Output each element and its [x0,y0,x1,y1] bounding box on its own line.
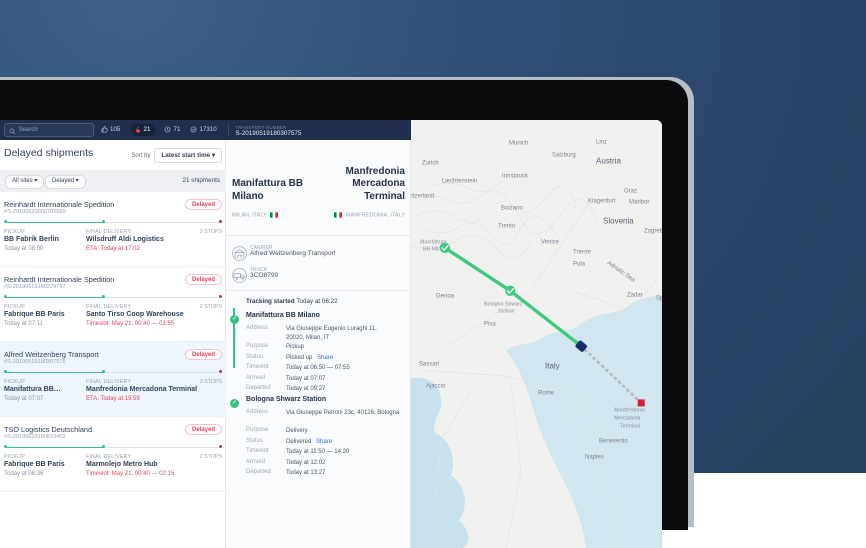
svg-text:Innsbruck: Innsbruck [502,173,529,179]
svg-text:Slovenia: Slovenia [603,216,634,225]
svg-text:Sassari: Sassari [419,361,439,367]
svg-text:Graz: Graz [624,188,637,194]
svg-text:Pisa: Pisa [484,321,496,327]
svg-text:Benevento: Benevento [599,438,628,444]
svg-text:Bologna Shwarz: Bologna Shwarz [484,301,523,307]
svg-text:Maribor: Maribor [629,199,649,205]
svg-text:Split: Split [656,295,662,301]
svg-text:Austria: Austria [596,156,621,165]
svg-text:Trento: Trento [498,223,516,229]
svg-text:Rome: Rome [538,390,555,396]
svg-text:Munich: Munich [509,140,528,146]
svg-text:Switzerland: Switzerland [411,193,434,199]
svg-text:Station: Station [498,308,515,314]
svg-text:Bolzano: Bolzano [501,205,523,211]
svg-text:Montfredonia: Montfredonia [614,407,645,413]
svg-text:Liechtenstein: Liechtenstein [442,178,477,184]
svg-text:Venice: Venice [541,239,560,245]
svg-text:Terminal: Terminal [620,423,640,429]
svg-text:Zurich: Zurich [422,160,439,166]
svg-text:Zadar: Zadar [627,292,643,298]
svg-text:Pula: Pula [573,261,586,267]
svg-text:Linz: Linz [596,139,607,145]
svg-text:Klagenfurt: Klagenfurt [588,198,616,204]
svg-text:Naples: Naples [585,454,604,460]
svg-text:Salzburg: Salzburg [552,152,576,158]
svg-text:Zagreb: Zagreb [644,228,662,234]
svg-text:Ajaccio: Ajaccio [426,383,446,389]
svg-text:Trieste: Trieste [573,249,592,255]
svg-text:Mercadona: Mercadona [614,415,641,421]
svg-text:Genoa: Genoa [436,293,455,299]
svg-text:Italy: Italy [545,361,560,370]
